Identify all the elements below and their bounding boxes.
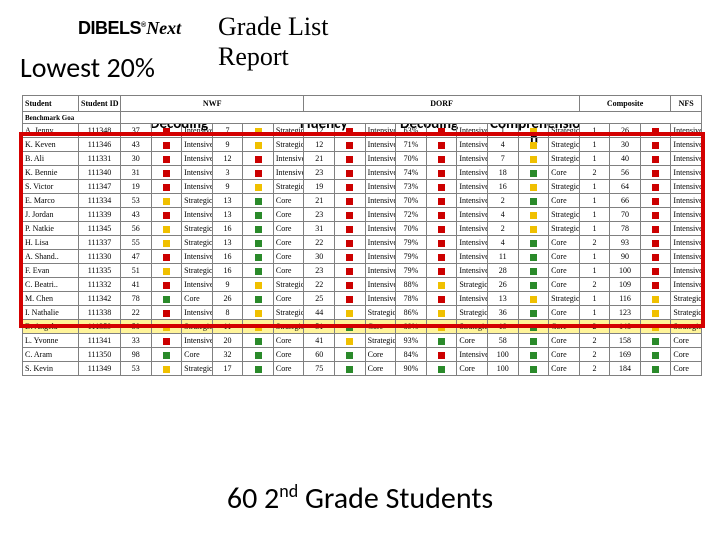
table-row: L. Yvonne11134133Intensive20Core41Strate… xyxy=(23,334,702,348)
table-container: Student Student ID NWF DORF Composite NF… xyxy=(22,95,702,376)
th-nfs: NFS xyxy=(671,96,702,112)
table-row: A. Jenny11134837Intensive7Strategic12Int… xyxy=(23,124,702,138)
table-row: B. Ali11133130Intensive12Intensive21Inte… xyxy=(23,152,702,166)
logo-brand: DIBELS xyxy=(78,18,141,38)
lowest-label: Lowest 20% xyxy=(20,50,155,85)
table-row: P. Natkie11134556Strategic16Core31Intens… xyxy=(23,222,702,236)
table-row: F. Evan11133551Strategic16Core23Intensiv… xyxy=(23,264,702,278)
table-row: J. Jordan11133943Intensive13Core23Intens… xyxy=(23,208,702,222)
table-row: I. Nathalie11133822Intensive8Strategic44… xyxy=(23,306,702,320)
table-body: A. Jenny11134837Intensive7Strategic12Int… xyxy=(23,124,702,376)
table-row: S. Victor11134719Intensive9Strategic19In… xyxy=(23,180,702,194)
table-row: A. Shand..11133047Intensive16Core30Inten… xyxy=(23,250,702,264)
table-row: C. Aram11135098Core32Core60Core84%Intens… xyxy=(23,348,702,362)
logo: DIBELS®Next xyxy=(78,18,181,39)
table-row: C. Beatri..11133241Intensive9Strategic22… xyxy=(23,278,702,292)
th-nwf: NWF xyxy=(121,96,304,112)
grade-table: Student Student ID NWF DORF Composite NF… xyxy=(22,95,702,376)
table-row: S. Kevin11134953Strategic17Core75Core90%… xyxy=(23,362,702,376)
table-row: K. Bennie11134031Intensive3Intensive23In… xyxy=(23,166,702,180)
table-header-top: Student Student ID NWF DORF Composite NF… xyxy=(23,96,702,112)
th-dorf: DORF xyxy=(304,96,579,112)
table-header-sub: Benchmark Goa xyxy=(23,112,702,124)
th-composite: Composite xyxy=(579,96,671,112)
table-row: M. Chen11134278Core26Core25Intensive78%I… xyxy=(23,292,702,306)
logo-sub: Next xyxy=(146,18,181,38)
th-id: Student ID xyxy=(79,96,121,112)
page-title: Grade List Report xyxy=(218,12,328,72)
table-row: D. Angela11135950Strategic11Strategic51C… xyxy=(23,320,702,334)
table-row: K. Keven11134643Intensive9Strategic12Int… xyxy=(23,138,702,152)
table-row: H. Lisa11133755Strategic13Core22Intensiv… xyxy=(23,236,702,250)
th-benchmark: Benchmark Goa xyxy=(23,112,121,124)
table-row: E. Marco11133453Strategic13Core21Intensi… xyxy=(23,194,702,208)
th-student: Student xyxy=(23,96,79,112)
footer-text: 60 2nd Grade Students xyxy=(0,480,720,517)
